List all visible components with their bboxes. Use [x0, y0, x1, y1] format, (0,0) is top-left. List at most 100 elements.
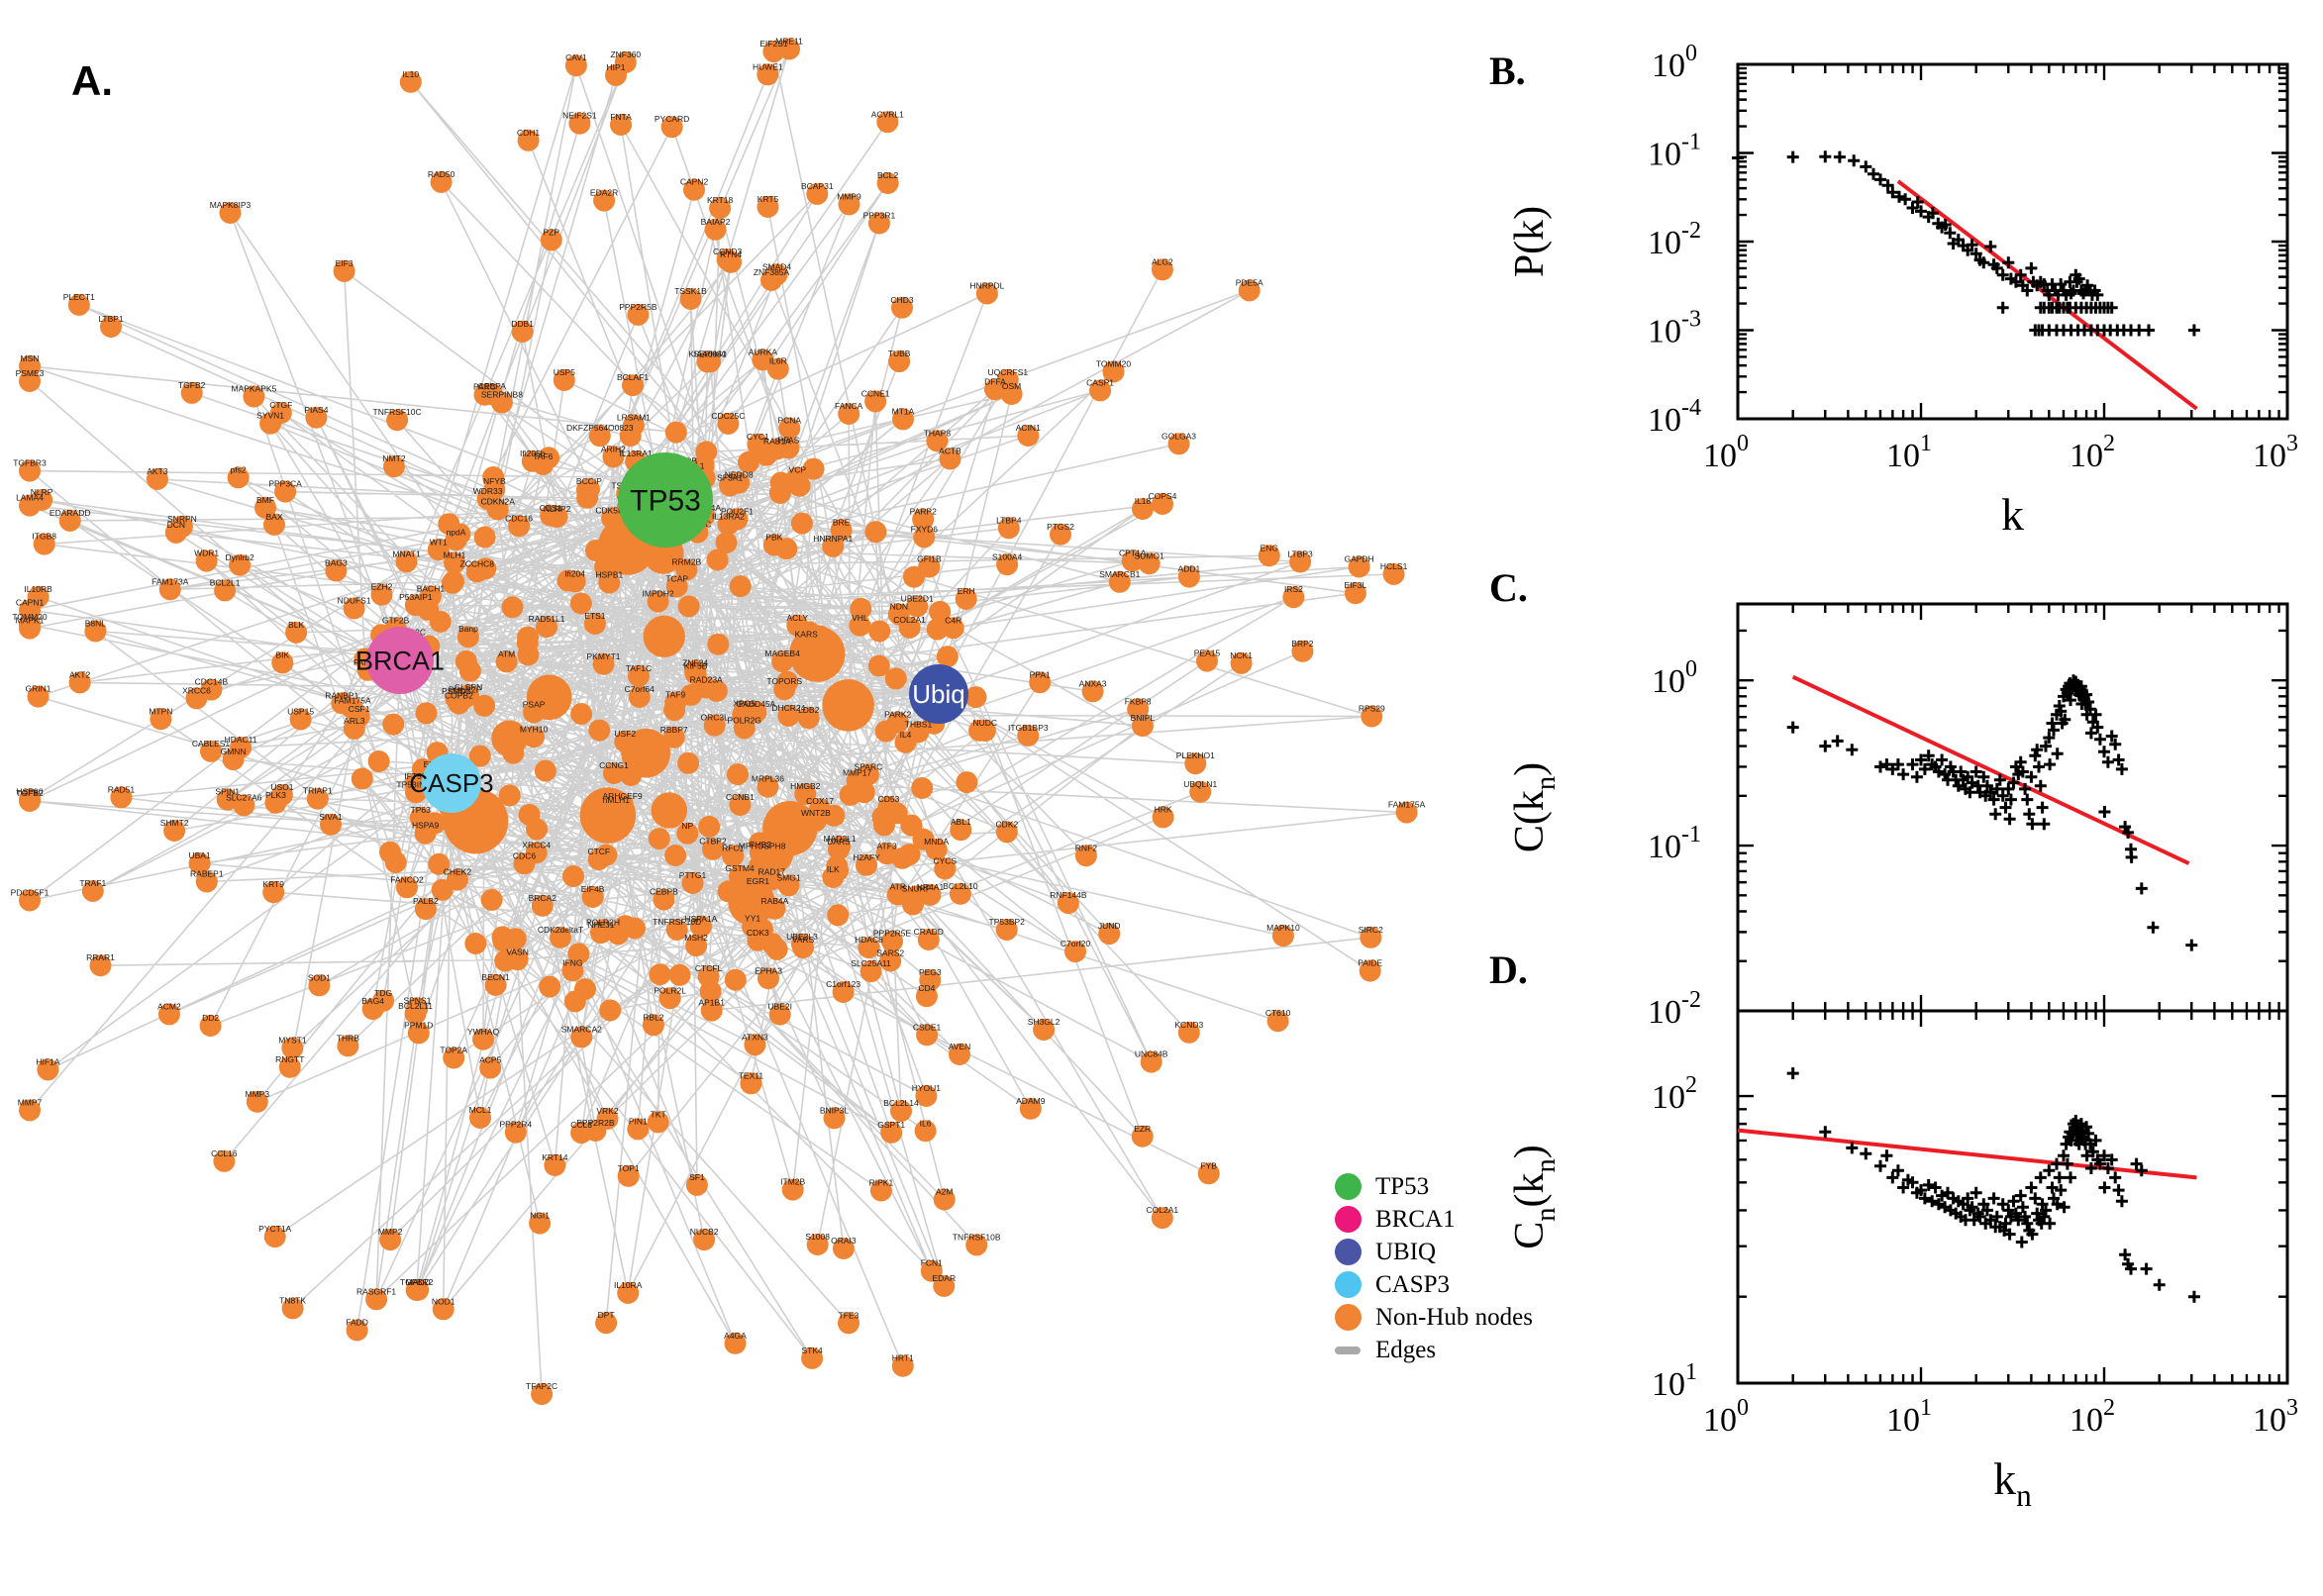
protein-node[interactable] [458, 659, 481, 682]
protein-node[interactable] [1177, 565, 1200, 588]
protein-node[interactable] [1344, 582, 1366, 605]
protein-node[interactable] [588, 719, 611, 742]
protein-node[interactable] [665, 919, 688, 941]
protein-node[interactable] [195, 870, 218, 893]
protein-node[interactable] [399, 70, 422, 93]
protein-node[interactable] [517, 129, 540, 151]
protein-node[interactable] [285, 621, 308, 644]
protein-node[interactable] [227, 466, 250, 489]
protein-node[interactable] [429, 610, 452, 633]
protein-node[interactable] [1167, 433, 1190, 455]
protein-node[interactable] [706, 549, 729, 571]
protein-node[interactable] [880, 1121, 903, 1144]
protein-node[interactable] [407, 1022, 430, 1045]
protein-node[interactable] [766, 357, 789, 380]
protein-node[interactable] [864, 521, 887, 544]
protein-node[interactable] [823, 1107, 846, 1130]
protein-node[interactable] [150, 708, 172, 731]
protein-node[interactable] [916, 1024, 939, 1047]
protein-node[interactable] [592, 652, 615, 675]
protein-node[interactable] [1132, 498, 1154, 520]
protein-node[interactable] [1258, 545, 1280, 567]
protein-node[interactable] [431, 878, 454, 901]
protein-node[interactable] [628, 685, 651, 708]
protein-node[interactable] [919, 969, 942, 992]
protein-node[interactable] [188, 852, 211, 875]
protein-node[interactable] [1189, 780, 1212, 803]
protein-node[interactable] [443, 570, 464, 593]
protein-node[interactable] [622, 414, 645, 437]
protein-node[interactable] [1289, 550, 1312, 573]
protein-node[interactable] [396, 876, 418, 899]
protein-node[interactable] [1019, 1097, 1042, 1120]
protein-node[interactable] [540, 229, 562, 251]
protein-node[interactable] [965, 1234, 988, 1256]
protein-node[interactable] [199, 1015, 222, 1037]
protein-node[interactable] [858, 937, 880, 959]
protein-node[interactable] [33, 533, 55, 555]
protein-node[interactable] [649, 963, 671, 986]
protein-node[interactable] [501, 596, 524, 619]
protein-node[interactable] [715, 532, 738, 553]
protein-node[interactable] [830, 519, 853, 542]
protein-node[interactable] [379, 841, 401, 863]
protein-node[interactable] [27, 685, 50, 708]
protein-node[interactable] [709, 197, 732, 220]
protein-node[interactable] [491, 720, 528, 757]
protein-node[interactable] [568, 112, 591, 135]
protein-node[interactable] [778, 417, 801, 440]
protein-node[interactable] [740, 1072, 762, 1095]
protein-node[interactable] [333, 259, 355, 282]
protein-node[interactable] [504, 1121, 527, 1144]
protein-node[interactable] [602, 446, 625, 468]
protein-node[interactable] [553, 369, 575, 391]
protein-node[interactable] [975, 282, 998, 305]
protein-node[interactable] [628, 664, 650, 687]
protein-node[interactable] [37, 1058, 59, 1081]
protein-node[interactable] [337, 1035, 359, 1057]
protein-node[interactable] [443, 1047, 465, 1069]
protein-node[interactable] [351, 767, 373, 790]
protein-node[interactable] [246, 1090, 268, 1113]
protein-node[interactable] [495, 650, 518, 673]
protein-node[interactable] [539, 975, 561, 998]
protein-node[interactable] [859, 960, 882, 983]
protein-node[interactable] [271, 651, 294, 674]
protein-node[interactable] [570, 1122, 593, 1145]
protein-node[interactable] [890, 1100, 912, 1123]
protein-node[interactable] [531, 894, 554, 917]
protein-node[interactable] [685, 1173, 708, 1196]
protein-node[interactable] [320, 813, 342, 836]
protein-node[interactable] [19, 354, 41, 377]
protein-node[interactable] [677, 595, 700, 618]
protein-node[interactable] [920, 1259, 943, 1282]
protein-node[interactable] [1000, 383, 1023, 405]
protein-node[interactable] [229, 553, 252, 576]
protein-node[interactable] [472, 1028, 494, 1050]
protein-node[interactable] [146, 468, 168, 490]
protein-node[interactable] [382, 713, 405, 736]
protein-node[interactable] [1108, 570, 1131, 593]
protein-node[interactable] [1131, 715, 1154, 738]
protein-node[interactable] [881, 930, 903, 952]
protein-node[interactable] [884, 667, 907, 690]
protein-node[interactable] [838, 403, 860, 425]
protein-node[interactable] [407, 1278, 430, 1301]
protein-node[interactable] [1348, 555, 1370, 578]
protein-node[interactable] [760, 269, 782, 291]
protein-node[interactable] [289, 708, 312, 731]
protein-node[interactable] [596, 1107, 619, 1130]
protein-node[interactable] [658, 987, 681, 1010]
protein-node[interactable] [697, 965, 720, 988]
protein-node[interactable] [668, 963, 691, 986]
protein-node[interactable] [864, 390, 887, 413]
protein-node[interactable] [762, 801, 818, 856]
protein-node[interactable] [1029, 671, 1052, 694]
hub-node-brca1[interactable] [366, 627, 434, 694]
protein-node[interactable] [278, 1055, 301, 1078]
protein-node[interactable] [822, 679, 874, 732]
protein-node[interactable] [912, 508, 935, 531]
protein-node[interactable] [281, 1037, 304, 1059]
protein-node[interactable] [593, 189, 616, 212]
protein-node[interactable] [662, 726, 685, 748]
